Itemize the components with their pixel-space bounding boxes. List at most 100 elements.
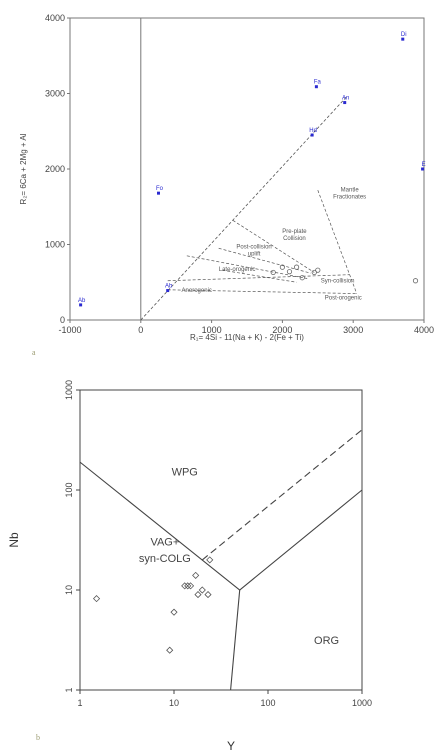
panel-a-y-axis-label: R₂= 6Ca + 2Mg + Al	[19, 133, 28, 204]
panel-a-mineral-label: An	[342, 96, 349, 102]
panel-a-sample-point	[311, 269, 317, 276]
panel-b-x-tick-label: 1000	[352, 698, 372, 708]
panel-b-boundary-vag-org	[230, 589, 241, 691]
panel-a-x-tick-label: 2000	[272, 325, 292, 335]
panel-a-mineral-label: E	[422, 162, 426, 168]
panel-a-boundary-3	[232, 220, 315, 273]
panel-a-field-label-line: Fractionates	[333, 195, 366, 201]
panel-a-sample-points	[270, 264, 419, 284]
panel-a-mineral-points: Ab Fo Ab Fa An Hd Di E	[78, 32, 426, 307]
panel-a-sample-point	[279, 264, 285, 270]
panel-a: -1000 0 1000 2000 3000 4000 01000200030004000…	[19, 13, 434, 357]
panel-a-mineral-label: Fo	[156, 186, 164, 192]
panel-a-mineral-marker	[343, 101, 347, 105]
panel-a-field-label-line: Syn-collision	[321, 278, 355, 284]
panel-a-mineral-marker	[310, 133, 314, 137]
panel-b-field-label: WPG	[172, 466, 198, 478]
panel-b-sample-point	[194, 591, 202, 599]
panel-b-y-axis-label: Nb	[7, 532, 21, 548]
panel-a-mineral-label: Ab	[165, 284, 173, 290]
panel-a-field-label: Syn-collision	[321, 278, 355, 284]
panel-a-boundary-4	[218, 247, 311, 274]
panel-b-y-tick-label: 1	[64, 687, 74, 692]
panel-a-field-label: Pre-plate Collision	[282, 229, 307, 242]
panel-a-boundary-2	[317, 190, 358, 294]
panel-a-field-label-line: Collision	[283, 236, 306, 242]
panel-b-field-labels: WPG VAG+ syn-COLG ORG	[139, 466, 339, 646]
panel-a-x-ticks: -1000 0 1000 2000 3000 4000	[58, 320, 434, 335]
panel-b-x-tick-label: 100	[260, 698, 275, 708]
panel-b-x-tick-label: 10	[169, 698, 179, 708]
panel-a-x-tick-label: 4000	[414, 325, 434, 335]
panel-b-field-label: ORG	[314, 635, 339, 647]
panel-b-y-tick-label: 1000	[64, 380, 74, 400]
panel-a-mineral-marker	[421, 167, 425, 171]
panel-a-field-boundaries	[167, 190, 358, 294]
panel-b-sample-point	[184, 582, 192, 590]
panel-b-sample-points	[92, 556, 214, 654]
panel-a-x-axis-label: R₁= 4Si - 11(Na + K) - 2(Fe + Ti)	[190, 333, 304, 342]
panel-a-mineral-marker	[401, 37, 405, 41]
panel-a-field-label-line: Mantle	[341, 188, 360, 194]
panel-b-x-ticks: 1 10 100 1000	[77, 690, 372, 708]
panel-b-sample-point	[198, 586, 206, 594]
panel-b-sample-point	[181, 582, 189, 590]
panel-b-field-label: VAG+	[150, 536, 179, 548]
panel-b-plot-frame	[79, 389, 363, 691]
panel-b-sample-point	[192, 571, 200, 579]
panel-b-x-tick-label: 1	[77, 698, 82, 708]
panel-a-field-label-line: uplift	[248, 251, 261, 257]
panel-a-field-label: Anorogenic	[182, 288, 212, 294]
panel-a-field-label-line: Anorogenic	[182, 288, 212, 294]
panel-a-y-tick-label: 3000	[45, 89, 65, 99]
panel-a-sample-point	[270, 269, 276, 276]
panel-b-x-axis-label: Y	[227, 739, 235, 753]
panel-a-x-tick-label: 3000	[343, 325, 363, 335]
panel-a-mineral-marker	[157, 191, 160, 195]
panel-a-mineral-marker	[79, 303, 83, 307]
panel-a-sample-point	[412, 278, 419, 284]
panel-a-y-ticks: 0 1000 2000 3000 4000	[45, 13, 70, 325]
panel-b-field-label: syn-COLG	[139, 553, 191, 565]
panel-b-sample-point	[186, 582, 195, 590]
panel-b-sample-point	[206, 556, 214, 564]
panel-a-x-tick-label: 1000	[202, 325, 222, 335]
panel-b-sample-point	[92, 595, 101, 603]
panel-a-field-label: Post-orogenic	[325, 296, 362, 302]
panel-b-y-ticks: 1 10 100 1000	[64, 380, 80, 693]
panel-a-mineral-label: Hd	[309, 128, 317, 134]
panel-b-y-tick-label: 100	[64, 482, 74, 497]
panel-a-field-label: Late-orogenic	[219, 267, 256, 273]
panel-a-field-label: Post-collision uplift	[236, 244, 271, 257]
panel-a-y-tick-label: 0	[60, 315, 65, 325]
panel-a-mineral-label: Ab	[78, 298, 86, 304]
panel-a-boundary-6	[222, 269, 297, 283]
panel-b-boundary-vag-wpg-org	[79, 461, 363, 591]
panel-b-sample-point	[166, 646, 174, 654]
panel-a-mineral-marker	[166, 289, 170, 293]
panel-a-y-tick-label: 2000	[45, 164, 65, 174]
panel-b-sample-point	[170, 608, 178, 616]
panel-a-field-label: Mantle Fractionates	[333, 188, 366, 201]
panel-a-boundary-1	[167, 289, 357, 294]
panel-b-sample-point	[204, 591, 212, 599]
panel-a-y-tick-label: 1000	[45, 240, 65, 250]
panel-a-sample-point	[293, 264, 300, 270]
panel-a-plot-frame	[69, 17, 425, 321]
panel-a-mineral-label: Fa	[314, 80, 322, 86]
panel-a-sample-point	[299, 275, 305, 281]
panel-b: 1 10 100 1000 1 10 100 1000 WPG VAG+ syn-COLG ORG…	[7, 380, 372, 753]
panel-b-label: b	[36, 733, 40, 742]
panel-a-mineral-label: Di	[401, 32, 407, 38]
panel-a-label: a	[32, 348, 36, 357]
panel-a-boundary-5	[186, 255, 308, 279]
panel-a-mineral-marker	[314, 85, 318, 89]
panel-b-y-tick-label: 10	[64, 585, 74, 595]
panel-a-field-labels: Mantle Fractionates Pre-plate Collision Post…	[182, 188, 367, 302]
panel-a-field-label-line: Post-collision	[236, 244, 271, 250]
panel-a-boundary-0	[167, 274, 350, 282]
panel-a-field-label-line: Late-orogenic	[219, 267, 256, 273]
panel-b-field-boundaries	[79, 429, 363, 691]
panel-a-field-label-line: Pre-plate	[282, 229, 307, 235]
